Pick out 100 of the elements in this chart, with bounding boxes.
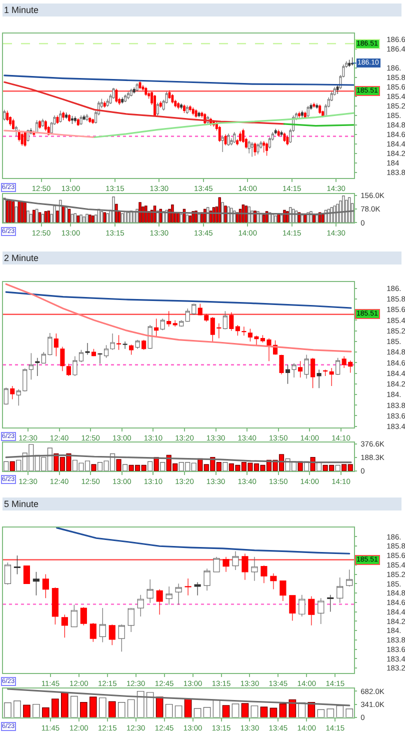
candlestick	[224, 134, 227, 146]
candlestick	[251, 556, 258, 582]
candlestick	[80, 606, 87, 626]
candlestick	[198, 111, 200, 118]
candlestick	[286, 135, 289, 146]
bar	[70, 214, 74, 223]
bar	[127, 699, 135, 718]
bar	[86, 214, 88, 223]
candlestick	[156, 102, 159, 117]
candlestick	[42, 574, 49, 598]
candlestick	[99, 608, 106, 643]
candlestick	[336, 84, 339, 94]
candlestick	[179, 320, 184, 327]
line-series	[5, 283, 352, 352]
candlestick	[36, 120, 38, 134]
line-series	[4, 130, 96, 138]
bar	[98, 697, 106, 718]
chart-title: 1 Minute	[4, 5, 39, 15]
candlestick	[306, 106, 310, 118]
candlestick	[316, 103, 318, 110]
candlestick	[168, 90, 171, 100]
bar	[35, 208, 38, 223]
bar	[61, 692, 68, 718]
bar	[42, 707, 50, 718]
candlestick	[186, 105, 188, 114]
bar	[32, 704, 40, 718]
line-series	[4, 74, 354, 86]
candlestick	[166, 586, 172, 606]
candlestick	[177, 102, 180, 110]
bar	[326, 708, 334, 718]
candlestick	[285, 364, 290, 384]
candlestick	[218, 126, 221, 142]
bar	[241, 703, 249, 718]
bar	[70, 696, 78, 718]
candlestick	[192, 107, 194, 116]
candlestick	[222, 556, 230, 572]
candlestick	[310, 358, 316, 388]
bar	[4, 461, 9, 471]
candlestick	[279, 354, 284, 375]
candlestick	[14, 555, 21, 575]
candlestick	[121, 97, 124, 104]
candlestick	[298, 111, 300, 120]
candlestick	[250, 142, 254, 158]
candlestick	[304, 354, 309, 379]
candlestick	[188, 105, 192, 112]
candlestick	[70, 116, 74, 124]
bar	[68, 208, 71, 223]
bar	[82, 216, 86, 223]
candlestick	[213, 556, 220, 572]
candlestick	[129, 344, 134, 356]
bar	[38, 212, 42, 223]
candlestick	[98, 352, 102, 364]
candlestick	[118, 624, 125, 652]
candlestick	[256, 143, 260, 155]
candlestick	[28, 352, 34, 380]
candlestick	[304, 111, 306, 120]
candlestick	[38, 120, 42, 129]
candlestick	[204, 314, 209, 322]
bar	[335, 464, 340, 471]
candlestick	[266, 142, 268, 156]
candlestick	[298, 594, 306, 617]
bar	[88, 214, 92, 223]
bar	[6, 200, 9, 223]
bar	[26, 210, 30, 223]
candlestick	[172, 320, 178, 327]
candlestick	[318, 104, 322, 114]
bar	[203, 707, 211, 718]
candlestick	[292, 362, 296, 378]
candlestick	[280, 130, 283, 137]
bar	[80, 214, 82, 223]
bar	[23, 704, 30, 718]
candlestick	[90, 622, 96, 642]
candlestick	[184, 578, 192, 596]
candlestick	[82, 114, 86, 120]
candlestick	[204, 568, 210, 591]
bar	[4, 702, 12, 718]
candlestick	[108, 624, 116, 646]
candlestick	[336, 358, 340, 376]
candlestick	[180, 103, 183, 110]
candlestick	[148, 324, 152, 350]
candlestick	[327, 594, 334, 612]
candlestick	[144, 86, 148, 96]
candlestick	[194, 582, 201, 596]
bar	[165, 704, 173, 718]
candlestick	[154, 318, 159, 337]
candlestick	[136, 82, 138, 92]
bar	[184, 698, 192, 718]
candlestick	[323, 369, 328, 376]
candlestick	[106, 98, 109, 108]
bar	[32, 210, 36, 223]
candlestick	[70, 604, 78, 628]
candlestick	[128, 608, 134, 632]
bar	[224, 206, 227, 223]
candlestick	[171, 94, 174, 104]
bar	[108, 701, 116, 718]
candlestick	[32, 572, 40, 596]
bar	[194, 708, 202, 718]
candlestick	[130, 88, 132, 97]
candlestick	[166, 310, 172, 327]
line-series	[94, 112, 354, 138]
